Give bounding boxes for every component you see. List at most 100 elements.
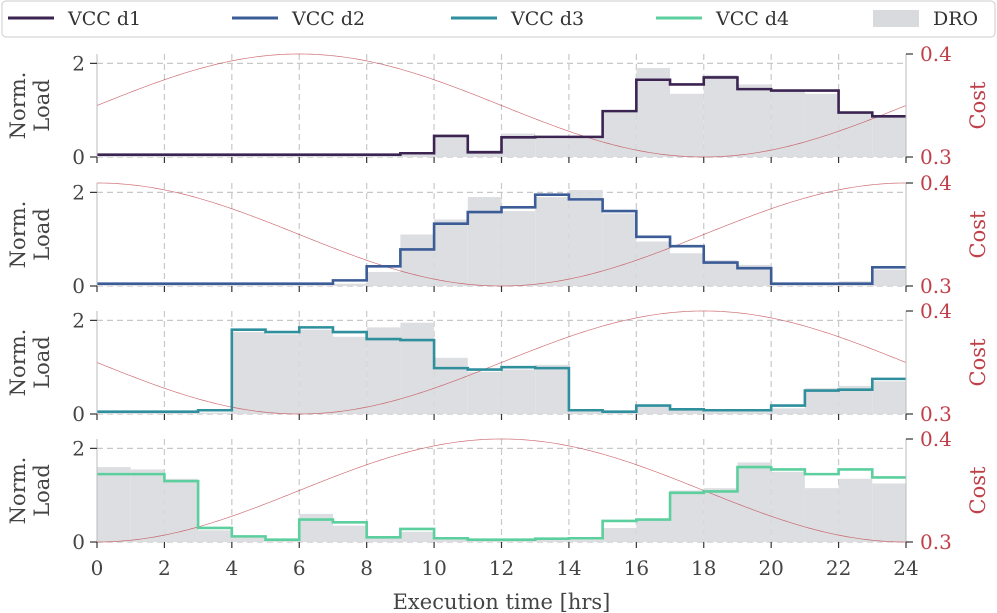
dro-bar <box>434 538 468 542</box>
dro-bar <box>332 336 367 414</box>
x-tick-label: 18 <box>691 556 716 580</box>
left-tick-label: 0 <box>72 145 85 169</box>
dro-bar <box>434 357 468 414</box>
left-axis-label: Norm.Load <box>6 201 54 269</box>
left-tick-label: 2 <box>72 308 85 332</box>
dro-bar <box>602 527 637 542</box>
vcc-step-line <box>97 76 906 156</box>
panel-3: 0 2 0.3 0.4 Norm.Load Cost <box>6 299 990 426</box>
x-tick-label: 6 <box>293 556 306 580</box>
dro-bar <box>737 462 772 542</box>
dro-bar <box>737 411 772 414</box>
x-axis-label: Execution time [hrs] <box>393 590 611 613</box>
dro-bar <box>366 327 401 414</box>
left-tick-label: 0 <box>72 530 85 554</box>
dro-bar <box>771 91 805 157</box>
dro-bar <box>535 364 569 414</box>
right-axis-label: Cost <box>966 466 990 514</box>
left-tick-label: 2 <box>72 180 85 204</box>
dro-bar <box>299 284 333 286</box>
dro-bar <box>164 478 199 542</box>
dro-bar <box>568 135 603 157</box>
x-tick-label: 4 <box>225 556 238 580</box>
dro-bar <box>366 155 401 157</box>
left-axis-label-line: Load <box>30 208 54 261</box>
right-tick-label: 0.4 <box>920 299 952 323</box>
dro-bar <box>804 488 839 542</box>
dro-bar <box>434 219 468 286</box>
left-tick-label: 0 <box>72 274 85 298</box>
dro-bar <box>366 271 401 286</box>
dro-bar <box>231 332 266 414</box>
legend-label-vcc-d3: VCC d3 <box>510 8 584 30</box>
dro-bar <box>231 284 266 286</box>
dro-bar <box>400 322 435 414</box>
dro-bar <box>501 211 536 286</box>
dro-bar <box>265 284 300 286</box>
dro-bar <box>198 155 232 157</box>
left-axis-label: Norm.Load <box>6 329 54 397</box>
x-tick-label: 24 <box>893 556 918 580</box>
right-axis-label: Cost <box>966 338 990 386</box>
dro-bar <box>97 284 131 286</box>
dro-bar <box>703 260 738 286</box>
dro-bar <box>164 412 199 414</box>
dro-bar <box>400 531 435 542</box>
dro-bar <box>130 469 165 542</box>
dro-bar <box>97 412 131 414</box>
dro-bar <box>602 213 637 286</box>
dro-bar <box>872 117 906 157</box>
left-tick-label: 2 <box>72 51 85 75</box>
left-axis-label-line: Load <box>30 79 54 132</box>
dro-bar <box>535 197 569 286</box>
dro-bar <box>400 154 435 157</box>
dro-bar <box>164 155 199 157</box>
dro-bar <box>501 369 536 414</box>
dro-bar <box>771 471 805 542</box>
right-tick-label: 0.3 <box>920 402 952 426</box>
legend-label-vcc-d1: VCC d1 <box>67 8 141 30</box>
dro-bar <box>670 253 704 286</box>
panel-2: 0 2 0.3 0.4 Norm.Load Cost <box>6 171 990 298</box>
dro-bar <box>636 406 671 414</box>
cost-line <box>96 438 907 543</box>
legend-label-vcc-d4: VCC d4 <box>715 8 789 30</box>
dro-bar <box>670 93 704 157</box>
left-axis-label: Norm.Load <box>6 72 54 140</box>
right-tick-label: 0.3 <box>920 530 952 554</box>
left-axis-label-line: Norm. <box>6 329 30 397</box>
dro-bar <box>535 138 569 157</box>
dro-bar <box>467 371 502 414</box>
right-tick-label: 0.3 <box>920 274 952 298</box>
left-tick-label: 0 <box>72 402 85 426</box>
dro-bar <box>737 84 772 157</box>
x-tick-label: 12 <box>489 556 514 580</box>
dro-bar <box>872 483 906 542</box>
left-axis-label-line: Load <box>30 336 54 389</box>
dro-bar <box>299 155 333 157</box>
dro-bar <box>703 411 738 414</box>
dro-bar <box>467 197 502 286</box>
dro-bar <box>804 388 839 414</box>
dro-bar <box>636 518 671 542</box>
left-axis-label-line: Norm. <box>6 72 30 140</box>
right-tick-label: 0.4 <box>920 427 952 451</box>
dro-bar <box>231 155 266 157</box>
legend: VCC d1 VCC d2 VCC d3 VCC d4 DRO <box>1 0 996 38</box>
vcc-step-line <box>97 193 906 285</box>
vcc-step-line <box>97 326 906 413</box>
right-tick-label: 0.3 <box>920 145 952 169</box>
left-axis-label: Norm.Load <box>6 457 54 525</box>
x-tick-label: 22 <box>826 556 851 580</box>
dro-bar <box>265 334 300 414</box>
dro-bar <box>198 530 232 542</box>
left-axis-label-line: Norm. <box>6 457 30 525</box>
x-tick-label: 20 <box>758 556 783 580</box>
x-tick-label: 8 <box>360 556 373 580</box>
panel-1: 0 2 0.3 0.4 Norm.Load Cost <box>6 42 990 169</box>
legend-label-dro: DRO <box>933 8 978 30</box>
dro-bar <box>97 155 131 157</box>
dro-bar <box>602 112 637 157</box>
dro-bar <box>332 283 367 286</box>
